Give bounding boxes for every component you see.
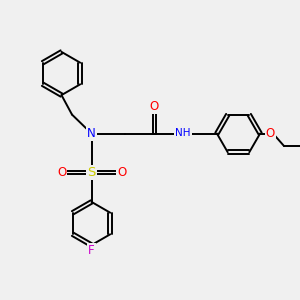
- Text: N: N: [87, 127, 96, 140]
- Text: O: O: [150, 100, 159, 113]
- Text: NH: NH: [175, 128, 191, 139]
- Text: O: O: [266, 127, 275, 140]
- Text: O: O: [117, 166, 126, 179]
- Text: S: S: [87, 166, 96, 179]
- Text: O: O: [57, 166, 66, 179]
- Text: F: F: [88, 244, 95, 257]
